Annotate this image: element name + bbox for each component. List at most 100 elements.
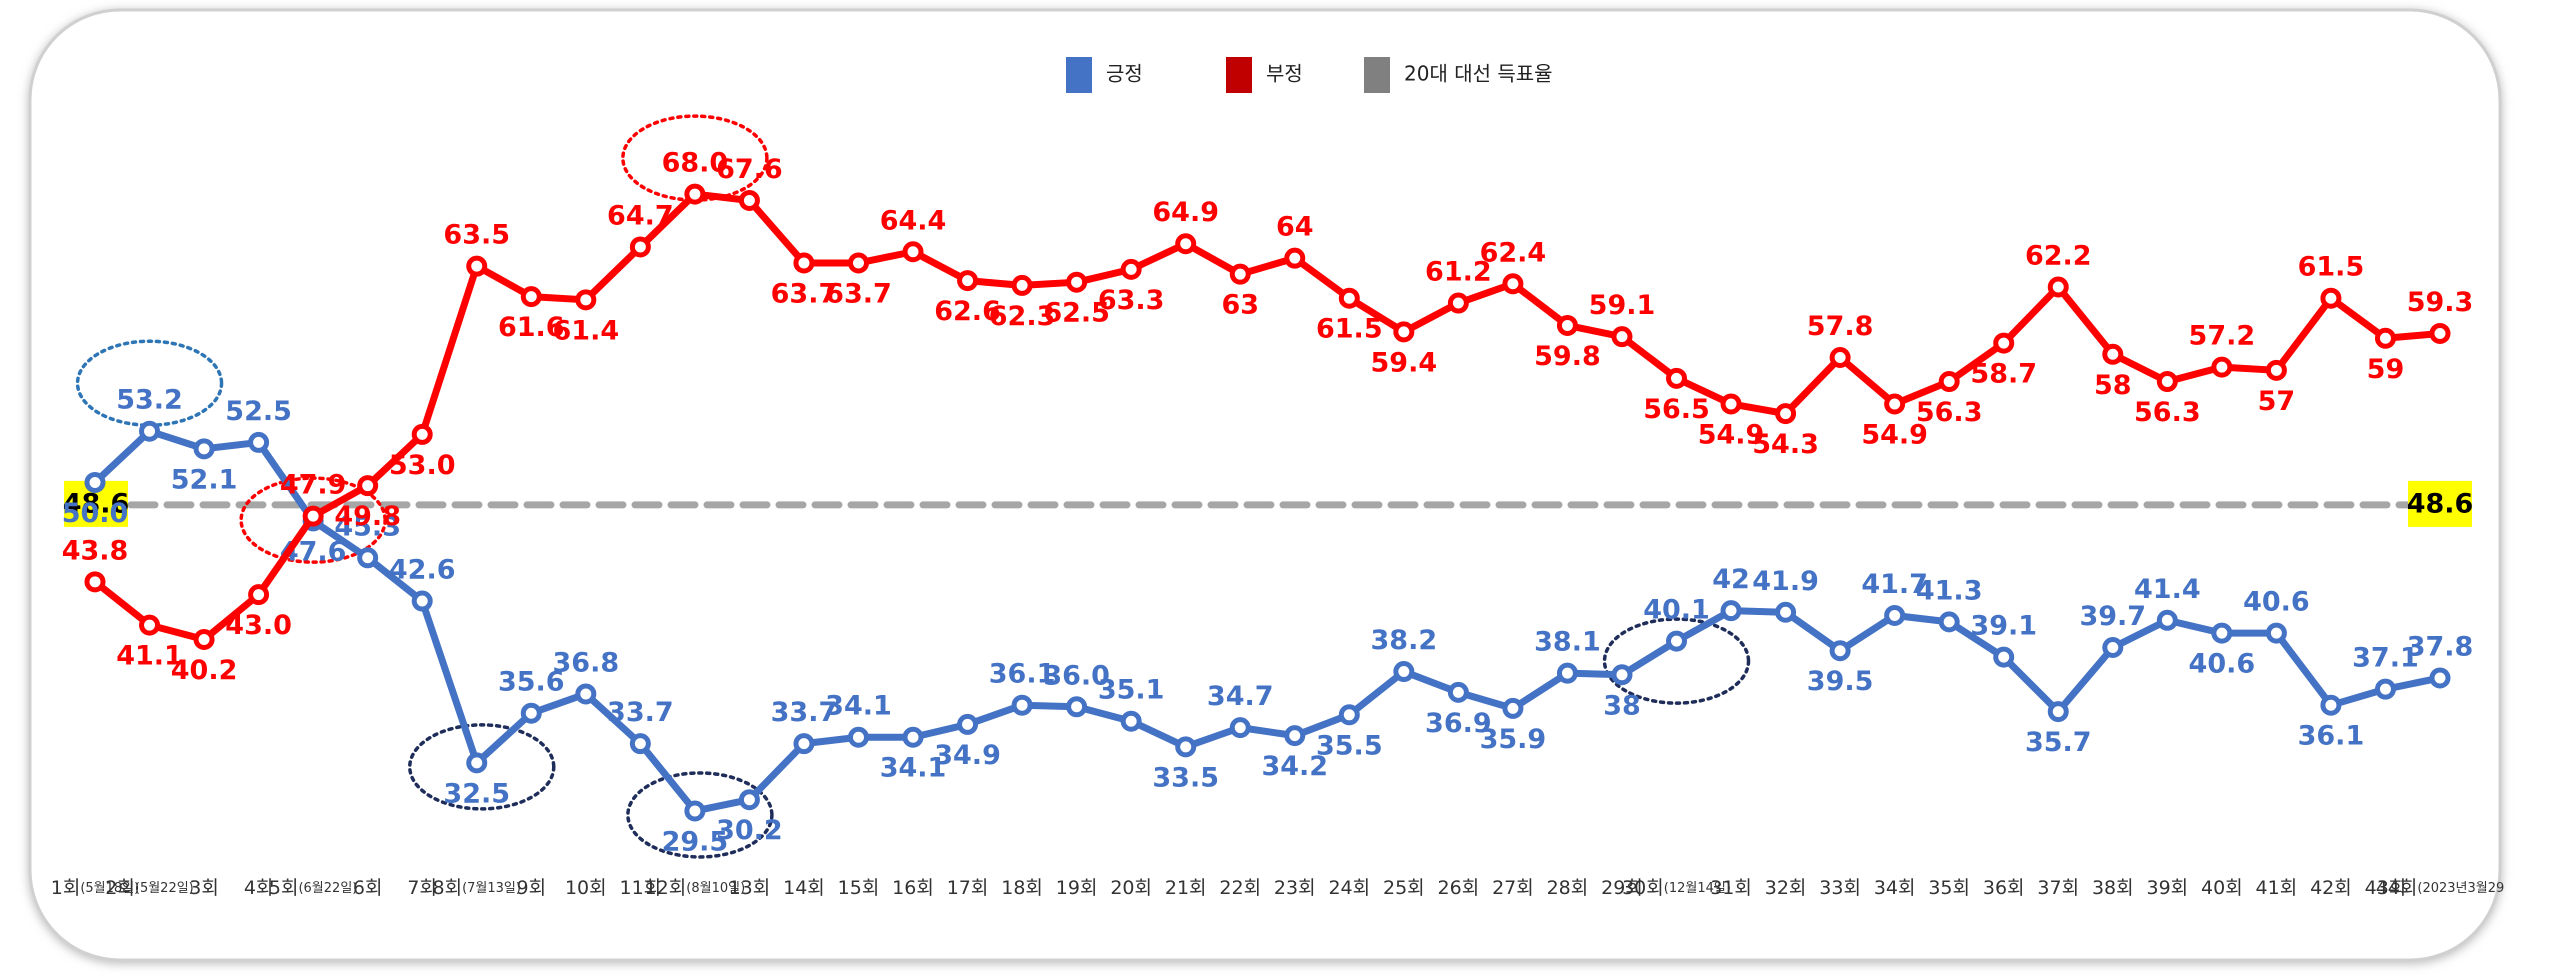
data-label: 38.2 [1371,625,1438,656]
data-label: 38.1 [1534,627,1601,658]
x-tick-main: 43회 [2365,877,2407,899]
x-tick-main: 29회 [1601,877,1643,899]
data-label: 36.8 [553,647,620,678]
point [847,726,869,748]
x-tick-label: 38회 [2092,877,2134,899]
x-tick-label: 22회 [1219,877,1261,899]
point [957,270,979,292]
point [2265,622,2287,644]
data-label: 62.2 [2025,241,2092,272]
data-label: 45.3 [334,511,401,542]
point [2374,327,2396,349]
x-tick-label: 7회 [407,877,437,899]
x-tick-main: 15회 [838,877,880,899]
data-label: 64.4 [880,205,947,236]
point [520,702,542,724]
point [466,752,488,774]
data-label: 58 [2094,370,2132,401]
x-tick-date: (5월22일) [135,881,194,896]
point [520,286,542,308]
point [411,423,433,445]
data-label: 42.6 [389,555,456,586]
x-tick-main: 22회 [1219,877,1261,899]
data-label: 41.7 [1861,569,1928,600]
data-label: 59.8 [1534,341,1601,372]
x-tick-main: 44회 [2376,877,2418,899]
point [575,683,597,705]
data-label: 57 [2258,386,2296,417]
x-tick-main: 28회 [1547,877,1589,899]
data-label: 34.7 [1207,681,1274,712]
x-tick-label: 20회 [1110,877,1152,899]
x-tick-label: 34회 [1874,877,1916,899]
data-label: 36.0 [1043,660,1110,691]
point [1884,604,1906,626]
data-label: 38 [1603,690,1641,721]
point [629,733,651,755]
highlight [407,723,556,811]
data-label: 36.9 [1425,708,1492,739]
point [1338,287,1360,309]
data-label: 32.5 [443,778,510,809]
point [2320,694,2342,716]
point [684,183,706,205]
data-label: 47.9 [280,470,347,501]
data-label: 41.3 [1916,575,1983,606]
x-tick-label: 33회 [1819,877,1861,899]
highlight [239,476,387,564]
x-tick-main: 39회 [2146,877,2188,899]
data-label: 57.8 [1807,311,1874,342]
x-tick-label: 35회 [1928,877,1970,899]
data-label: 35.6 [498,667,565,698]
data-label: 61.5 [2298,252,2365,283]
point [1666,630,1688,652]
data-label: 63.7 [825,278,892,309]
data-label: 61.6 [498,312,565,343]
legend-label: 긍정 [1106,62,1143,86]
point [466,255,488,277]
point [411,590,433,612]
x-tick-label: 10회 [565,877,607,899]
data-label: 56.5 [1643,394,1710,425]
x-tick-main: 40회 [2201,877,2243,899]
point [2211,622,2233,644]
point [1175,736,1197,758]
legend-label: 부정 [1266,62,1303,86]
x-tick-main: 24회 [1328,877,1370,899]
x-tick-main: 9회 [516,877,546,899]
point [1556,314,1578,336]
x-tick-date: (12월14일) [1664,881,1731,896]
x-tick-date: (7월13일) [462,881,521,896]
point [1066,696,1088,718]
x-tick-label: 44회(2023년3월29 [2376,877,2505,899]
point [1120,710,1142,732]
point [1011,274,1033,296]
point [2047,276,2069,298]
data-label: 63 [1221,290,1259,321]
point [1502,697,1524,719]
point [1993,646,2015,668]
data-label: 67.6 [716,154,783,185]
x-tick-label: 42회 [2310,877,2352,899]
data-label: 50.0 [62,498,129,529]
x-tick-main: 31회 [1710,877,1752,899]
x-tick-main: 25회 [1383,877,1425,899]
data-label: 54.9 [1861,419,1928,450]
x-tick-label: 23회 [1274,877,1316,899]
data-label: 62.5 [1043,298,1110,329]
point [1775,601,1797,623]
point [1447,681,1469,703]
point [2211,356,2233,378]
x-tick-label: 13회 [729,877,771,899]
point [738,189,760,211]
data-label: 63.5 [443,220,510,251]
point [1993,332,2015,354]
x-tick-label: 17회 [947,877,989,899]
data-label: 39.7 [2079,601,2146,632]
x-tick-main: 20회 [1110,877,1152,899]
data-label: 33.5 [1152,762,1219,793]
data-label: 59.4 [1371,347,1438,378]
data-label: 59.1 [1589,290,1656,321]
x-tick-main: 19회 [1056,877,1098,899]
reference-label: 48.6 [63,488,130,519]
